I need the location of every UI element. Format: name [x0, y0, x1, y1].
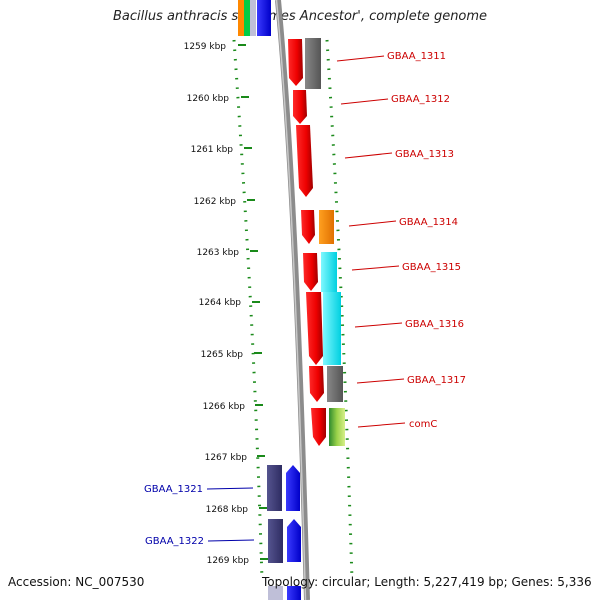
ruler-label: 1262 kbp [194, 197, 237, 207]
ruler-tick-1269: 1269 kbp [207, 556, 268, 566]
gene-label-GBAA_1321[interactable]: GBAA_1321 [144, 484, 203, 495]
gene-GBAA_1312[interactable] [293, 90, 307, 124]
ruler-label: 1265 kbp [201, 350, 244, 360]
gene-GBAA_1316[interactable] [306, 292, 341, 365]
gene-comC[interactable] [311, 408, 345, 446]
gene-label-GBAA_1311[interactable]: GBAA_1311 [387, 51, 446, 62]
gene-label-GBAA_1314[interactable]: GBAA_1314 [399, 217, 458, 228]
ruler-tick-1264: 1264 kbp [199, 298, 260, 308]
gene-GBAA_1315[interactable] [303, 252, 337, 292]
genome-backbone [275, 0, 310, 600]
ruler-tick-1263: 1263 kbp [197, 248, 258, 258]
left-track-dots [232, 39, 264, 581]
gene-labels: GBAA_1311 GBAA_1312 GBAA_1313 GBAA_1314 … [144, 51, 466, 547]
ruler-tick-1265: 1265 kbp [201, 350, 262, 360]
genome-backbone-highlight [275, 0, 307, 600]
gene-GBAA_1322[interactable] [268, 519, 301, 563]
ruler-label: 1268 kbp [206, 505, 249, 515]
gene-GBAA_1314[interactable] [301, 210, 334, 244]
gene-label-GBAA_1313[interactable]: GBAA_1313 [395, 149, 454, 160]
accession-text: Accession: NC_007530 [8, 575, 145, 589]
gene-leader-lines [206, 55, 406, 542]
genome-title: Bacillus anthracis str. 'Ames Ancestor',… [112, 9, 488, 24]
ruler-tick-1268: 1268 kbp [206, 505, 267, 515]
gene-label-GBAA_1322[interactable]: GBAA_1322 [145, 536, 204, 547]
ruler-tick-1267: 1267 kbp [205, 453, 265, 463]
gene-GBAA_1313[interactable] [296, 125, 313, 197]
ruler-label: 1260 kbp [187, 94, 230, 104]
genes-partial-top [238, 0, 271, 36]
ruler-label: 1259 kbp [184, 42, 227, 52]
ruler-label: 1261 kbp [191, 145, 234, 155]
right-track-dots [325, 39, 354, 581]
ruler: 1259 kbp 1260 kbp 1261 kbp 1262 kbp 1263… [184, 42, 268, 566]
ruler-tick-1261: 1261 kbp [191, 145, 252, 155]
ruler-tick-1266: 1266 kbp [203, 402, 263, 412]
ruler-label: 1266 kbp [203, 402, 246, 412]
gene-GBAA_1321[interactable] [267, 465, 300, 511]
gene-label-GBAA_1315[interactable]: GBAA_1315 [402, 262, 461, 273]
gene-label-comC[interactable]: comC [409, 419, 437, 430]
gene-GBAA_1317[interactable] [309, 366, 343, 402]
ruler-label: 1269 kbp [207, 556, 250, 566]
gene-label-GBAA_1317[interactable]: GBAA_1317 [407, 375, 466, 386]
ruler-tick-1262: 1262 kbp [194, 197, 255, 207]
ruler-label: 1263 kbp [197, 248, 240, 258]
ruler-label: 1267 kbp [205, 453, 248, 463]
genes-partial-bottom [268, 586, 301, 600]
gene-label-GBAA_1312[interactable]: GBAA_1312 [391, 94, 450, 105]
gene-label-GBAA_1316[interactable]: GBAA_1316 [405, 319, 464, 330]
ruler-tick-1259: 1259 kbp [184, 42, 246, 52]
topology-text: Topology: circular; Length: 5,227,419 bp… [262, 575, 592, 589]
ruler-tick-1260: 1260 kbp [187, 94, 249, 104]
gene-GBAA_1311[interactable] [288, 38, 321, 89]
ruler-label: 1264 kbp [199, 298, 242, 308]
